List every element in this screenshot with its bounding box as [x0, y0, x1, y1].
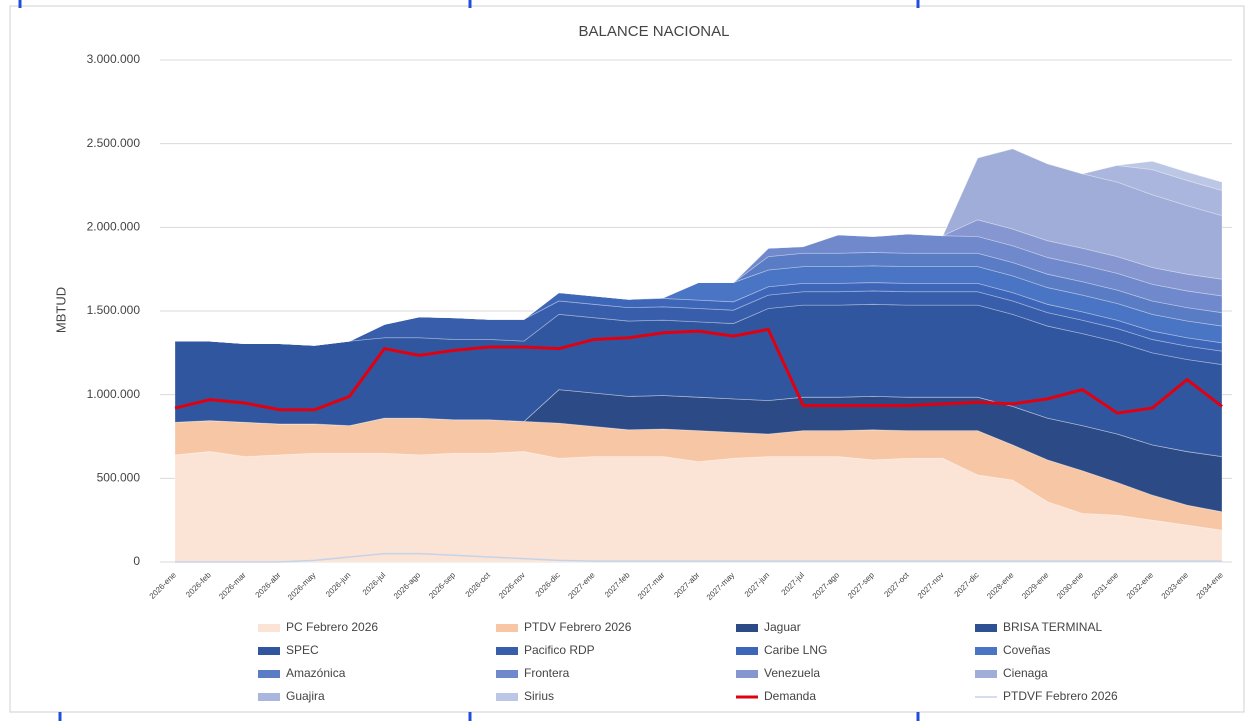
legend-swatch	[975, 647, 997, 655]
legend-label: SPEC	[286, 643, 319, 657]
legend-swatch	[496, 624, 518, 632]
area	[175, 233, 1223, 346]
legend-swatch	[975, 624, 997, 632]
area	[174, 303, 1223, 458]
line	[174, 327, 1223, 415]
area	[175, 219, 1223, 346]
legend-label: Pacifico RDP	[524, 643, 595, 657]
y-tick-label: 2.000.000	[87, 220, 141, 234]
legend-swatch	[496, 693, 518, 701]
y-tick-label: 1.500.000	[87, 303, 141, 317]
y-tick-label: 2.500.000	[87, 136, 141, 150]
area	[175, 148, 1223, 346]
y-tick-label: 0	[133, 554, 140, 568]
legend-swatch	[736, 670, 758, 678]
y-tick-label: 500.000	[97, 471, 141, 485]
legend-label: PC Febrero 2026	[286, 620, 378, 634]
legend-label: Amazónica	[286, 666, 346, 680]
area	[174, 389, 1223, 513]
legend-label: Demanda	[764, 689, 816, 703]
area	[175, 148, 1223, 346]
area	[175, 290, 1223, 366]
legend-label: BRISA TERMINAL	[1003, 620, 1102, 634]
area	[175, 282, 1223, 352]
legend-swatch	[258, 670, 280, 678]
line	[175, 552, 1222, 563]
legend-label: Caribe LNG	[764, 643, 827, 657]
y-axis-label: MBTUD	[53, 287, 68, 333]
legend-swatch	[736, 647, 758, 655]
legend-label: Jaguar	[764, 620, 801, 634]
legend-swatch	[496, 647, 518, 655]
legend-swatch	[258, 624, 280, 632]
legend-swatch	[975, 670, 997, 678]
legend-swatch	[496, 670, 518, 678]
legend-swatch	[258, 693, 280, 701]
legend-label: PTDV Febrero 2026	[524, 620, 632, 634]
area	[175, 265, 1223, 346]
y-tick-label: 3.000.000	[87, 52, 141, 66]
y-tick-label: 1.000.000	[87, 387, 141, 401]
chart-title: BALANCE NACIONAL	[579, 23, 730, 40]
legend-label: Sirius	[524, 689, 554, 703]
legend-swatch	[258, 647, 280, 655]
legend-swatch	[736, 624, 758, 632]
legend-label: Guajira	[286, 689, 325, 703]
legend-label: Cienaga	[1003, 666, 1048, 680]
legend-label: PTDVF Febrero 2026	[1003, 689, 1118, 703]
legend-label: Frontera	[524, 666, 570, 680]
area	[175, 252, 1223, 346]
legend-label: Venezuela	[764, 666, 820, 680]
legend-label: Coveñas	[1003, 643, 1050, 657]
area	[175, 148, 1223, 346]
